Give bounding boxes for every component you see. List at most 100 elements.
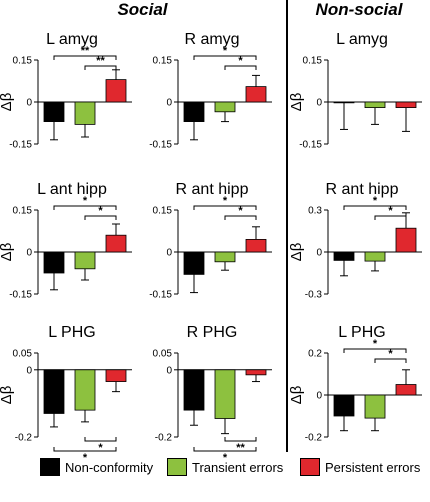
panel-social-r-amyg: R amyg 0.15 0 -0.15 * *: [140, 22, 280, 162]
y-tick-label: 0: [316, 98, 322, 109]
bar-persistent-errors: [245, 86, 267, 103]
panel-social-l-amyg: L amyg Δβ 0.15 0 -0.15 ** **: [0, 22, 140, 162]
bar-non-conformity: [333, 101, 355, 104]
legend-swatch-persistent: [300, 458, 320, 476]
significance-label: *: [373, 338, 378, 350]
bar-transient-errors: [74, 369, 96, 411]
significance-bracket: [343, 348, 407, 353]
bar-transient-errors: [364, 101, 386, 108]
bar-non-conformity: [333, 394, 355, 417]
bar-non-conformity: [43, 251, 65, 274]
panel-social-l-ant-hipp: L ant hipp Δβ 0.15 0 -0.15 * *: [0, 172, 140, 312]
legend-label-transient: Transient errors: [192, 459, 284, 475]
chart-svg: R amyg 0.15 0 -0.15 * *: [149, 31, 272, 151]
panel-social-l-phg: L PHG Δβ 0.05 0 -0.2 * *: [0, 315, 140, 464]
bar-persistent-errors: [245, 369, 267, 376]
legend-swatch-transient: [167, 458, 187, 476]
y-tick-label: 0.3: [308, 206, 322, 217]
significance-bracket: [84, 215, 117, 220]
legend-swatch-noncon: [40, 458, 60, 476]
significance-label: *: [238, 205, 243, 217]
y-tick-label: 0.05: [13, 349, 33, 360]
y-axis-label: Δβ: [0, 242, 15, 261]
bar-non-conformity: [183, 369, 205, 411]
significance-bracket: [374, 215, 407, 220]
y-tick-label: 0.05: [153, 349, 173, 360]
bar-transient-errors: [214, 101, 236, 113]
y-tick-label: 0.15: [13, 56, 33, 67]
bar-persistent-errors: [105, 234, 127, 253]
significance-bracket: [53, 205, 117, 210]
y-tick-label: 0: [26, 98, 32, 109]
y-tick-label: 0.15: [153, 56, 173, 67]
significance-bracket: [84, 65, 117, 70]
y-tick-label: 0: [166, 365, 172, 376]
significance-label: *: [373, 195, 378, 207]
column-divider: [286, 0, 288, 452]
chart-svg: L PHG Δβ 0.05 0 -0.2 * *: [0, 324, 132, 464]
y-tick-label: 0.15: [303, 56, 323, 67]
bar-non-conformity: [183, 251, 205, 275]
chart-svg: L ant hipp Δβ 0.15 0 -0.15 * *: [0, 181, 132, 301]
bar-persistent-errors: [105, 79, 127, 103]
significance-bracket: [224, 65, 257, 70]
panel-title: L amyg: [46, 31, 98, 48]
bar-transient-errors: [74, 251, 96, 270]
panel-title: R PHG: [187, 324, 238, 341]
y-tick-label: -0.2: [155, 433, 173, 444]
y-tick-label: 0: [166, 98, 172, 109]
significance-label: *: [83, 195, 88, 207]
y-tick-label: -0.15: [9, 140, 32, 151]
significance-bracket: [343, 205, 407, 210]
y-tick-label: -0.3: [305, 290, 323, 301]
y-tick-label: -0.15: [9, 290, 32, 301]
bar-transient-errors: [214, 251, 236, 263]
significance-bracket: [224, 215, 257, 220]
chart-svg: R ant hipp Δβ 0.3 0 -0.3 * *: [288, 181, 422, 301]
significance-label: *: [223, 195, 228, 207]
panel-title: L PHG: [338, 324, 385, 341]
significance-label: **: [236, 442, 245, 454]
significance-label: *: [223, 45, 228, 57]
significance-label: *: [388, 348, 393, 360]
significance-bracket: [53, 55, 117, 60]
panel-title: L PHG: [48, 324, 95, 341]
panel-title: R ant hipp: [326, 181, 399, 198]
y-tick-label: 0.2: [308, 349, 322, 360]
y-axis-label: Δβ: [0, 385, 15, 404]
y-axis-label: Δβ: [288, 385, 305, 404]
significance-bracket: [374, 358, 407, 363]
y-tick-label: 0: [26, 365, 32, 376]
significance-bracket: [193, 205, 257, 210]
bar-persistent-errors: [395, 101, 417, 108]
significance-bracket: [84, 437, 117, 442]
y-tick-label: -0.15: [299, 140, 322, 151]
y-axis-label: Δβ: [288, 92, 305, 111]
bar-non-conformity: [43, 101, 65, 123]
significance-label: *: [238, 55, 243, 67]
panel-nonsocial-l-amyg: L amyg Δβ 0.15 0 -0.15: [288, 22, 430, 162]
non-social-header: Non-social: [315, 0, 403, 19]
chart-svg: L amyg Δβ 0.15 0 -0.15 ** **: [0, 31, 132, 151]
panel-nonsocial-l-phg: L PHG Δβ 0.2 0 -0.2 * *: [288, 315, 430, 455]
y-tick-label: 0: [26, 248, 32, 259]
chart-svg: L PHG Δβ 0.2 0 -0.2 * *: [288, 324, 422, 444]
y-tick-label: -0.2: [15, 433, 33, 444]
bar-persistent-errors: [395, 384, 417, 396]
bar-persistent-errors: [245, 239, 267, 253]
y-tick-label: 0: [316, 391, 322, 402]
legend-item-transient: Transient errors: [167, 458, 283, 476]
legend: Non-conformity Transient errors Persiste…: [0, 456, 430, 480]
panel-social-r-ant-hipp: R ant hipp 0.15 0 -0.15 * *: [140, 172, 280, 312]
bar-non-conformity: [333, 251, 355, 261]
panel-title: L ant hipp: [37, 181, 107, 198]
panel-nonsocial-r-ant-hipp: R ant hipp Δβ 0.3 0 -0.3 * *: [288, 172, 430, 312]
legend-item-persistent: Persistent errors: [300, 458, 420, 476]
bar-transient-errors: [214, 369, 236, 419]
bar-non-conformity: [43, 369, 65, 414]
panel-title: R ant hipp: [176, 181, 249, 198]
significance-label: *: [83, 452, 88, 464]
bar-transient-errors: [364, 394, 386, 419]
bar-persistent-errors: [105, 369, 127, 382]
